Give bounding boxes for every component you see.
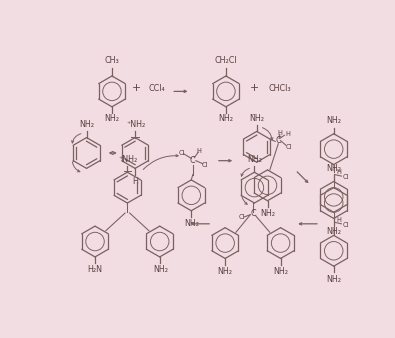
- Text: NH₂: NH₂: [218, 115, 233, 123]
- Text: NH₂: NH₂: [260, 209, 275, 218]
- Text: CH₃: CH₃: [105, 56, 119, 65]
- Text: +: +: [132, 83, 141, 93]
- Text: Cl: Cl: [202, 162, 209, 168]
- Text: H: H: [277, 130, 282, 136]
- Text: NH₂: NH₂: [104, 115, 119, 123]
- Text: NH₂: NH₂: [326, 164, 341, 173]
- Text: ⁺NH₂: ⁺NH₂: [118, 155, 138, 164]
- Text: NH₂: NH₂: [247, 155, 262, 164]
- Text: CHCl₃: CHCl₃: [269, 84, 291, 93]
- Text: NH₂: NH₂: [184, 219, 199, 228]
- Text: NH₂: NH₂: [249, 114, 264, 123]
- Text: NH₂: NH₂: [273, 267, 288, 276]
- Text: NH₂: NH₂: [218, 267, 233, 276]
- Text: C: C: [250, 209, 256, 218]
- Text: C: C: [190, 156, 196, 165]
- Text: H: H: [197, 148, 201, 154]
- Text: CH₂Cl: CH₂Cl: [214, 56, 237, 65]
- Text: Cl: Cl: [343, 222, 349, 227]
- Text: ⁺NH₂: ⁺NH₂: [126, 120, 145, 129]
- Text: Cl: Cl: [343, 174, 349, 180]
- Text: Cl: Cl: [286, 144, 292, 150]
- Text: NH₂: NH₂: [153, 265, 168, 274]
- Text: CCl₄: CCl₄: [148, 84, 165, 93]
- Text: NH₂: NH₂: [79, 120, 94, 129]
- Text: +: +: [250, 83, 259, 93]
- Text: H₂N: H₂N: [87, 265, 102, 274]
- Text: Cl: Cl: [239, 214, 245, 220]
- Text: NH₂: NH₂: [326, 275, 341, 284]
- Text: NH₂: NH₂: [326, 116, 341, 125]
- Text: H: H: [285, 131, 290, 138]
- Text: ··: ··: [252, 112, 256, 118]
- Text: C: C: [275, 136, 281, 145]
- Text: H: H: [336, 217, 341, 223]
- Text: NH₂: NH₂: [326, 227, 341, 236]
- Text: H: H: [132, 177, 138, 186]
- Text: Cl: Cl: [179, 150, 185, 156]
- Text: H: H: [336, 169, 341, 175]
